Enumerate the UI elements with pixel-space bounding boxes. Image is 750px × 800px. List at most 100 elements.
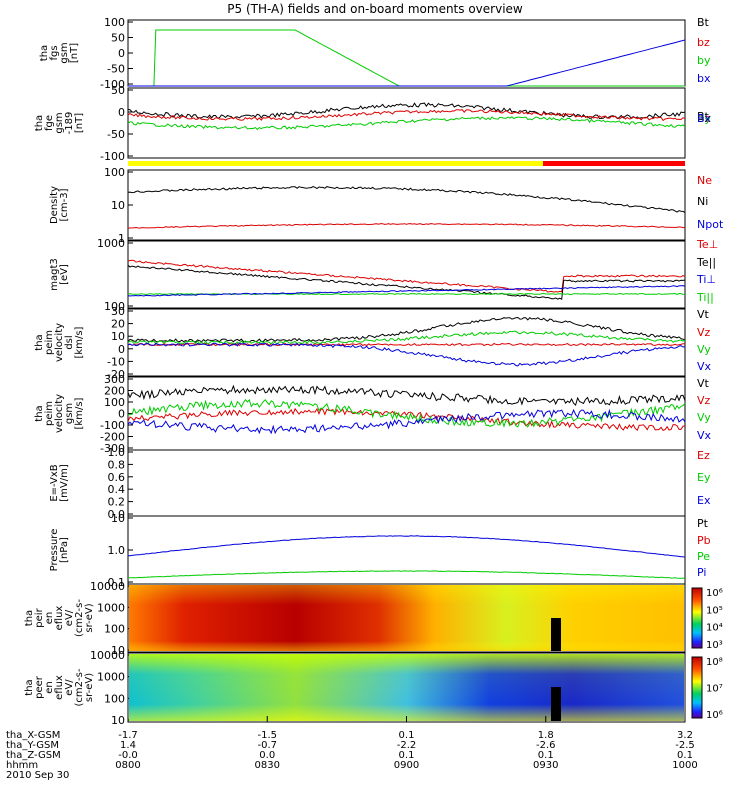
spectrogram-overlay — [129, 654, 684, 721]
footer-row-label: tha_Y-GSM — [6, 740, 59, 751]
trace-pe — [127, 570, 686, 579]
y-axis-label: velocity — [54, 323, 65, 362]
panel-frame — [127, 308, 686, 377]
trace-vx — [127, 408, 686, 435]
legend-entry: Bt — [697, 16, 710, 29]
colorbar-label: 10⁶ — [706, 588, 723, 599]
trace-bx — [128, 39, 686, 87]
y-axis-label: tha — [24, 679, 35, 695]
footer-value: 0.1 — [538, 750, 554, 761]
legend-entry: Vx — [697, 429, 712, 442]
trace-vy — [127, 330, 686, 345]
y-tick-label: 100 — [104, 396, 125, 409]
footer-value: 1.4 — [120, 740, 136, 751]
legend-entry: Ti⊥ — [696, 273, 716, 286]
legend-entry: Ez — [697, 449, 710, 462]
footer-row-label: hhmm — [6, 760, 38, 771]
panel-8: 10 1.0 0.1 Pressure [nPa] Pt Pb Pe Pi — [49, 512, 711, 589]
y-tick-label: 0 — [118, 343, 125, 356]
y-tick-label: -200 — [100, 431, 125, 444]
y-axis-label: eflux — [54, 606, 65, 631]
y-axis-label: eV/ — [64, 679, 75, 696]
panel-frame — [127, 169, 686, 241]
footer-value: 1000 — [672, 760, 697, 771]
legend-entry: Pt — [697, 517, 709, 530]
footer-value: 0.1 — [677, 750, 693, 761]
legend-entry: by — [697, 54, 711, 67]
y-axis-label: en — [44, 681, 55, 694]
footer-value: 3.2 — [677, 730, 693, 741]
legend-entry: Bt — [697, 110, 710, 123]
footer-row-label: tha_X-GSM — [6, 730, 60, 741]
trace-ni — [127, 186, 686, 214]
legend-entry: Vt — [697, 308, 710, 321]
legend-entry: Pi — [697, 566, 706, 579]
legend-entry: Ni — [697, 195, 708, 208]
y-tick-label: 300 — [104, 373, 125, 386]
y-axis-label: velocity — [54, 394, 65, 433]
y-axis-label: Density — [49, 186, 60, 224]
y-tick-label: 0 — [118, 106, 125, 119]
y-tick-label: -100 — [100, 150, 125, 163]
y-tick-label: 50 — [111, 32, 125, 45]
y-axis-label: peim — [44, 401, 55, 426]
region-bar-yellow — [128, 161, 543, 166]
y-axis-label: tha — [34, 334, 45, 350]
y-axis-label: en — [44, 612, 55, 625]
y-axis-label: [nT] — [74, 113, 85, 133]
legend-entry: Npot — [697, 218, 724, 231]
y-tick-label: -20 — [107, 368, 125, 381]
footer-value: 1.8 — [538, 730, 554, 741]
y-axis-label: [km/s] — [74, 326, 85, 358]
footer-value: 0800 — [115, 760, 140, 771]
y-tick-label: 100 — [104, 692, 125, 705]
legend-entry: bz — [697, 36, 710, 49]
legend-entry: Vy — [697, 411, 711, 424]
y-tick-label: 1000 — [97, 601, 125, 614]
trace-by — [127, 116, 686, 131]
colorbar — [691, 656, 703, 719]
panel-frame — [127, 515, 686, 585]
footer-value: -0.0 — [118, 750, 138, 761]
y-tick-label: 0.4 — [108, 483, 126, 496]
footer-value: -2.5 — [675, 740, 695, 751]
panel-1: 100 50 0 -50 -100 tha fgs gsm [nT] Bt bz by bx — [39, 16, 711, 91]
y-axis-label: Pressure — [49, 529, 60, 572]
legend-entry: bx — [697, 72, 711, 85]
footer-value: 0900 — [394, 760, 419, 771]
trace-vt — [127, 316, 686, 343]
y-axis-label: fgs — [49, 45, 60, 60]
y-tick-label: -50 — [107, 63, 125, 76]
legend-entry: Ne — [697, 174, 712, 187]
colorbar-label: 10⁴ — [706, 623, 723, 634]
y-axis-label: gsm — [54, 112, 65, 133]
trace-te-perp — [127, 259, 686, 293]
y-axis-label: E=-VxB — [49, 464, 60, 501]
y-tick-label: -100 — [100, 419, 125, 432]
y-tick-label: 10 — [111, 330, 125, 343]
footer-value: -0.7 — [257, 740, 277, 751]
y-axis-label: [nT] — [69, 43, 80, 63]
y-axis-label: sr-eV) — [84, 673, 95, 702]
y-tick-label: 1000 — [97, 237, 125, 250]
y-tick-label: 0.1 — [108, 576, 126, 589]
trace-vx — [127, 342, 686, 367]
y-axis-label: (cm2-s- — [74, 668, 85, 706]
y-tick-label: 20 — [111, 318, 125, 331]
spectrogram-overlay — [129, 585, 684, 651]
y-axis-label: [nPa] — [59, 537, 70, 563]
panel-4: 1000 100 magt3 [eV] Te⊥ Te|| Ti⊥ Ti|| — [49, 237, 718, 313]
y-axis-label: dsl — [64, 335, 75, 349]
y-axis-label: eV/ — [64, 609, 75, 626]
panel-3: 100 10 1 Density [cm-3] Ne Ni Npot — [49, 166, 724, 245]
y-tick-label: 1000 — [97, 671, 125, 684]
legend-entry: Vt — [697, 377, 710, 390]
footer-value: -2.2 — [397, 740, 417, 751]
footer-row-label: tha_Z-GSM — [6, 750, 61, 761]
y-axis-label: eflux — [54, 675, 65, 700]
trace-vt — [127, 384, 686, 407]
y-axis-label: -189 — [64, 112, 75, 135]
